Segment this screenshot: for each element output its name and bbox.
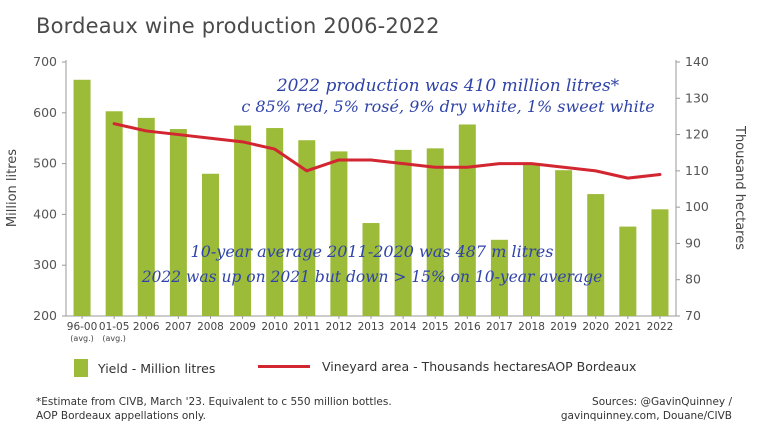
y2-tick-label: 120 [685,127,709,142]
bar [362,223,380,316]
legend-bar: Yield - Million litres [74,359,215,377]
y-tick-label: 400 [33,206,57,221]
bar-series [73,79,669,316]
y2-axis-title: Thousand hectares [732,125,747,250]
line-series [112,122,662,180]
bar [298,140,316,316]
bar [105,111,123,316]
y-tick-label: 500 [33,156,57,171]
footnote: *Estimate from CIVB, March '23. Equivale… [36,395,392,423]
bar [266,128,284,316]
y-tick-label: 600 [33,105,57,120]
y2-tick-label: 100 [685,199,709,214]
legend-line-swatch [258,365,310,368]
annotation-4: 2022 was up on 2021 but down > 15% on 10… [141,268,603,286]
y-tick-label: 300 [33,257,57,272]
footnote-line-2: AOP Bordeaux appellations only. [36,410,206,422]
bar [169,129,187,316]
legend-bar-label: Yield - Million litres [98,360,216,376]
x-tick-label: 2011 [293,321,320,333]
sources-line-2: gavinquinney.com, Douane/CIVB [560,410,732,422]
legend-tag-label: AOP Bordeaux [547,359,637,374]
x-tick-label: 2007 [165,321,192,333]
bar [458,124,476,316]
y2-tick-label: 140 [685,54,709,69]
bar [394,149,412,316]
footnote-line-1: *Estimate from CIVB, March '23. Equivale… [36,396,392,408]
x-tick-sublabel: (avg.) [70,334,94,343]
tick-labels: 200 300 400 500 600 700 70 80 90 100 110 120 130 140 9… [33,54,709,343]
annotation-2: c 85% red, 5% rosé, 9% dry white, 1% swe… [241,97,654,116]
legend-tag: AOP Bordeaux [547,359,636,374]
y2-tick-label: 80 [685,272,701,287]
bar [619,226,637,316]
bar [73,79,91,316]
y-axis-title: Million litres [5,149,20,227]
legend-line: Vineyard area - Thousands hectares [258,359,547,374]
sources: Sources: @GavinQuinney / gavinquinney.co… [561,395,732,423]
vineyard-area-line [112,122,662,180]
bar [587,194,605,316]
x-tick-label: 2014 [390,321,417,333]
x-tick-label: 01-05 [99,321,130,333]
x-tick-label: 2010 [261,321,288,333]
x-tick-label: 96-00 [67,321,98,333]
x-tick-sublabel: (avg.) [102,334,126,343]
bar [234,125,252,316]
y2-tick-label: 70 [685,308,701,323]
bar [523,163,541,316]
x-tick-label: 2021 [614,321,641,333]
chart-area: 200 300 400 500 600 700 70 80 90 100 110 120 130 140 9… [5,54,747,343]
x-tick-label: 2016 [454,321,481,333]
x-tick-label: 2022 [647,321,674,333]
bar [426,148,444,316]
x-tick-label: 2020 [582,321,609,333]
legend-bar-swatch [74,359,88,377]
chart-title: Bordeaux wine production 2006-2022 [36,14,440,38]
y2-tick-label: 90 [685,235,701,250]
y2-tick-label: 130 [685,90,709,105]
x-tick-label: 2013 [358,321,385,333]
x-tick-label: 2006 [133,321,160,333]
x-tick-label: 2015 [422,321,449,333]
x-tick-label: 2008 [197,321,224,333]
legend-line-label: Vineyard area - Thousands hectares [322,359,548,374]
annotation-1: 2022 production was 410 million litres* [276,76,620,96]
bar [137,117,155,316]
bar [490,239,508,316]
bar [330,151,348,316]
bar [201,173,219,316]
x-tick-label: 2012 [326,321,353,333]
y-tick-label: 700 [33,54,57,69]
x-tick-label: 2018 [518,321,545,333]
bar [555,170,573,316]
sources-line-1: Sources: @GavinQuinney / [592,396,732,408]
x-tick-label: 2019 [550,321,577,333]
bar [651,209,669,316]
y2-tick-label: 110 [685,163,709,178]
x-tick-label: 2009 [229,321,256,333]
y-tick-label: 200 [33,308,57,323]
annotation-3: 10-year average 2011-2020 was 487 m litr… [191,242,554,261]
x-tick-label: 2017 [486,321,513,333]
